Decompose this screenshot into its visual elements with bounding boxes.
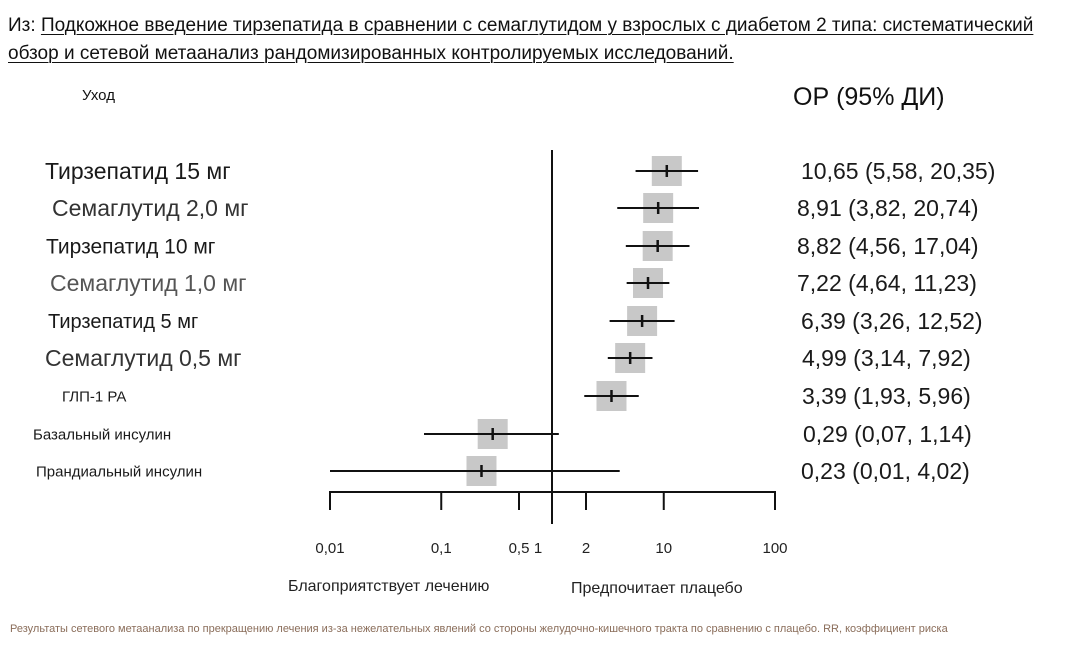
x-tick-label-3: 1 <box>534 540 542 557</box>
rr-value-label: 0,29 (0,07, 1,14) <box>803 421 972 447</box>
rr-value-label: 8,82 (4,56, 17,04) <box>797 233 979 259</box>
rr-value-label: 0,23 (0,01, 4,02) <box>801 458 970 484</box>
treatment-name: Тирзепатид 15 мг <box>45 158 231 184</box>
rr-value-label: 7,22 (4,64, 11,23) <box>797 270 977 296</box>
rr-value-label: 6,39 (3,26, 12,52) <box>801 308 983 334</box>
forest-row: Семаглутид 1,0 мг 7,22 (4,64, 11,23) <box>50 268 977 298</box>
forest-row: Семаглутид 0,5 мг 4,99 (3,14, 7,92) <box>45 343 971 373</box>
x-tick-label-1: 0,1 <box>431 540 452 557</box>
treatment-name: Семаглутид 1,0 мг <box>50 270 247 296</box>
forest-row: Тирзепатид 10 мг 8,82 (4,56, 17,04) <box>46 231 979 261</box>
rr-value-label: 8,91 (3,82, 20,74) <box>797 195 979 221</box>
rr-value-label: 3,39 (1,93, 5,96) <box>802 383 971 409</box>
treatment-name: Базальный инсулин <box>33 426 171 443</box>
forest-row: Прандиальный инсулин 0,23 (0,01, 4,02) <box>36 456 970 486</box>
source-citation: Из: Подкожное введение тирзепатида в сра… <box>8 12 1072 68</box>
treatment-name: Семаглутид 2,0 мг <box>52 195 249 221</box>
x-axis-ticks: 0,01 0,1 0,5 1 2 10 100 <box>315 492 788 557</box>
x-tick-label-2: 0,5 <box>509 540 530 557</box>
favors-placebo-label: Предпочитает плацебо <box>571 580 743 597</box>
treatment-name: ГЛП-1 РА <box>62 388 126 405</box>
x-tick-label-4: 2 <box>582 540 590 557</box>
x-tick-label-5: 10 <box>655 540 672 557</box>
forest-row: ГЛП-1 РА 3,39 (1,93, 5,96) <box>62 381 971 411</box>
treatment-name: Семаглутид 0,5 мг <box>45 345 242 371</box>
forest-rows: Тирзепатид 15 мг 10,65 (5,58, 20,35) Семаг… <box>33 156 995 486</box>
forest-row: Тирзепатид 5 мг 6,39 (3,26, 12,52) <box>48 306 983 336</box>
rr-value-label: 4,99 (3,14, 7,92) <box>802 345 971 371</box>
forest-row: Тирзепатид 15 мг 10,65 (5,58, 20,35) <box>45 156 995 186</box>
treatment-name: Тирзепатид 10 мг <box>46 235 216 258</box>
treatment-column-header: Уход <box>82 87 115 104</box>
forest-row: Базальный инсулин 0,29 (0,07, 1,14) <box>33 419 972 449</box>
rr-value-label: 10,65 (5,58, 20,35) <box>801 158 995 184</box>
favors-treatment-label: Благоприятствует лечению <box>288 578 489 595</box>
x-tick-label-0: 0,01 <box>315 540 344 557</box>
x-tick-label-6: 100 <box>762 540 787 557</box>
figure-caption: Результаты сетевого метаанализа по прекр… <box>10 623 948 635</box>
source-prefix: Из: <box>8 15 41 36</box>
source-title-link[interactable]: Подкожное введение тирзепатида в сравнен… <box>8 15 1034 64</box>
treatment-name: Тирзепатид 5 мг <box>48 311 198 333</box>
treatment-name: Прандиальный инсулин <box>36 463 202 480</box>
forest-row: Семаглутид 2,0 мг 8,91 (3,82, 20,74) <box>52 193 979 223</box>
estimate-column-header: ОР (95% ДИ) <box>793 83 945 111</box>
